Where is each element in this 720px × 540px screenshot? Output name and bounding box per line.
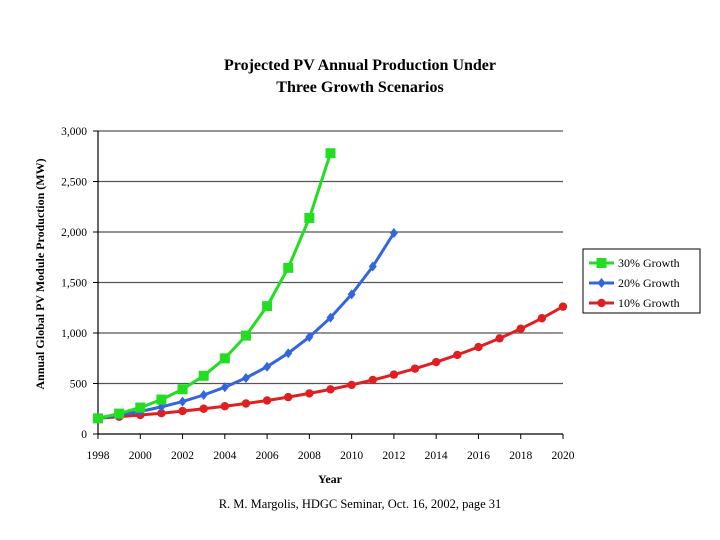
chart-title-line-1: Projected PV Annual Production Under [224,57,496,74]
x-tick-label: 2020 [552,450,575,462]
data-point-10-growth [220,402,230,411]
data-point-30-growth [114,408,125,419]
data-point-10-growth [516,324,525,333]
data-point-30-growth [304,212,315,223]
y-tick-label: 0 [81,429,87,441]
series-20-growth [94,228,398,424]
data-point-10-growth [326,385,335,394]
x-tick-label: 2008 [298,450,321,462]
y-tick-label: 3,000 [61,126,87,138]
y-axis-label: Annual Global PV Module Production (MW) [33,158,47,389]
data-point-10-growth [431,357,441,367]
series-line-30-growth [97,152,332,420]
data-point-30-growth [240,330,251,341]
x-tick-label: 2016 [467,450,490,462]
data-point-10-growth [199,404,208,413]
data-point-20-growth [326,312,335,323]
data-point-10-growth [474,342,483,352]
data-point-20-growth [305,332,314,343]
data-point-20-growth [284,348,293,359]
legend-label: 20% Growth [618,276,680,290]
x-tick-label: 2002 [171,450,194,462]
data-point-30-growth [135,402,146,413]
data-point-20-growth [347,289,356,300]
x-tick-label: 2012 [382,450,405,462]
data-point-10-growth [558,302,568,311]
data-point-10-growth [410,364,420,373]
data-point-10-growth [284,392,293,402]
series-30-growth [93,148,336,424]
slide-caption: R. M. Margolis, HDGC Seminar, Oct. 16, 2… [218,497,502,511]
axes [93,130,564,439]
series-line-20-growth [97,232,396,420]
y-tick-label: 1,000 [61,328,87,340]
x-tick-label: 2006 [256,450,279,462]
chart-title: Projected PV Annual Production Under Thr… [224,57,496,96]
x-tick-label: 2018 [509,450,532,462]
legend-item-10-growth: 10% Growth [589,296,680,310]
data-point-10-growth [262,396,272,405]
data-point-30-growth [283,262,294,273]
legend: 30% Growth 20% Growth 10% Growth [582,248,701,314]
data-point-10-growth [453,350,462,360]
x-tick-label: 2004 [213,450,236,462]
data-point-10-growth [389,370,399,379]
legend-marker [596,258,607,268]
data-point-10-growth [368,375,377,385]
legend-item-20-growth: 20% Growth [589,276,680,290]
data-point-10-growth [157,408,166,418]
data-point-20-growth [263,361,272,372]
data-point-10-growth [347,380,356,390]
data-point-30-growth [156,394,167,405]
legend-item-30-growth: 30% Growth [589,256,680,270]
y-tick-label: 2,500 [61,177,87,189]
plot-series [93,148,568,424]
data-point-20-growth [368,261,377,272]
x-tick-label: 2010 [340,450,363,462]
y-tick-label: 500 [70,379,88,391]
data-point-30-growth [262,301,273,312]
series-line-10-growth [97,305,564,420]
data-point-30-growth [93,413,103,424]
y-tick-labels: 0 500 1,000 1,500 2,000 2,500 3,000 [61,126,87,441]
y-tick-label: 1,500 [61,278,87,290]
legend-marker [597,278,606,288]
legend-marker [597,298,606,308]
x-tick-label: 2000 [129,450,152,462]
gridlines [98,130,563,385]
data-point-20-growth [199,390,208,401]
data-point-20-growth [178,396,187,407]
data-point-30-growth [198,370,209,381]
x-tick-label: 2014 [425,450,448,462]
legend-label: 10% Growth [618,296,680,310]
data-point-10-growth [495,334,504,343]
data-point-10-growth [178,406,187,416]
data-point-10-growth [241,399,251,408]
x-tick-label: 1998 [87,450,110,462]
data-point-30-growth [325,148,336,159]
y-tick-label: 2,000 [61,227,87,239]
data-point-30-growth [219,353,230,364]
data-point-10-growth [305,389,314,398]
data-point-20-growth [241,372,250,383]
x-axis-label: Year [318,472,343,486]
chart-title-line-2: Three Growth Scenarios [276,79,443,96]
data-point-30-growth [177,384,188,395]
legend-label: 30% Growth [618,256,680,270]
x-tick-labels: 1998 2000 2002 2004 2006 2008 2010 2012 2014 2016… [87,450,575,462]
data-point-20-growth [389,228,398,239]
data-point-20-growth [220,382,229,393]
data-point-10-growth [537,314,547,323]
